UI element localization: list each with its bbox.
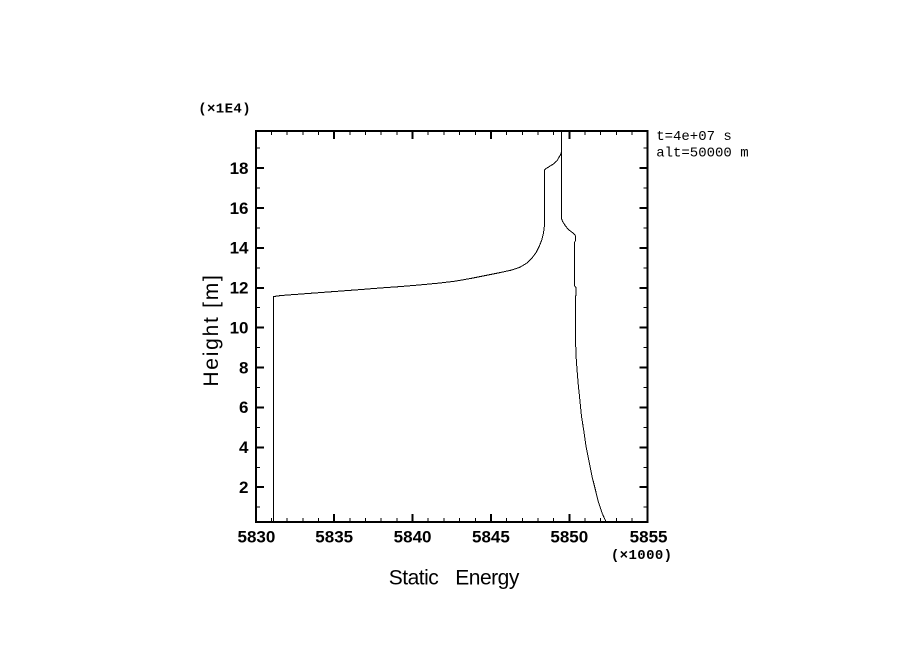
svg-text:5855: 5855 [630, 527, 668, 546]
svg-text:18: 18 [230, 159, 249, 178]
svg-text:(×1000): (×1000) [611, 548, 673, 564]
svg-text:6: 6 [239, 398, 248, 417]
svg-text:16: 16 [230, 199, 249, 218]
svg-text:14: 14 [230, 239, 249, 258]
svg-text:5835: 5835 [315, 527, 353, 546]
svg-text:Static Energy: Static Energy [389, 567, 520, 590]
svg-text:5840: 5840 [394, 527, 432, 546]
svg-text:(×1E4): (×1E4) [198, 102, 251, 118]
svg-text:5845: 5845 [472, 527, 510, 546]
svg-text:5830: 5830 [237, 527, 275, 546]
svg-text:4: 4 [239, 438, 249, 457]
svg-text:2: 2 [239, 478, 248, 497]
svg-text:10: 10 [230, 318, 249, 337]
svg-text:Height [m]: Height [m] [200, 273, 223, 386]
svg-text:alt=50000 m: alt=50000 m [656, 145, 748, 161]
svg-text:t=4e+07 s: t=4e+07 s [656, 129, 732, 145]
svg-text:12: 12 [230, 279, 249, 298]
svg-text:8: 8 [239, 358, 248, 377]
svg-text:5850: 5850 [550, 527, 588, 546]
